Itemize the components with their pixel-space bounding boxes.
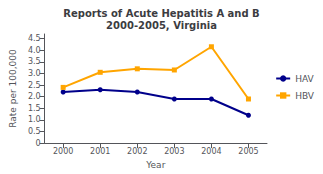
svg-text:Reports of Acute Hepatitis A a: Reports of Acute Hepatitis A and B — [63, 8, 259, 19]
svg-text:2002: 2002 — [127, 147, 147, 156]
svg-text:2003: 2003 — [164, 147, 184, 156]
svg-text:1.5: 1.5 — [28, 104, 41, 113]
svg-text:Year: Year — [145, 160, 165, 170]
svg-text:HAV: HAV — [295, 74, 314, 84]
svg-text:0: 0 — [36, 139, 41, 148]
svg-text:2000-2005, Virginia: 2000-2005, Virginia — [106, 20, 217, 31]
svg-text:2000: 2000 — [53, 147, 73, 156]
svg-text:2.0: 2.0 — [28, 92, 41, 101]
svg-text:4.5: 4.5 — [28, 34, 41, 43]
svg-text:0.5: 0.5 — [28, 127, 41, 136]
svg-text:HBV: HBV — [295, 91, 315, 101]
svg-text:2.5: 2.5 — [28, 81, 41, 90]
svg-text:4.0: 4.0 — [28, 46, 41, 55]
svg-text:3.0: 3.0 — [28, 69, 41, 78]
svg-text:1.0: 1.0 — [28, 115, 41, 124]
svg-text:2005: 2005 — [238, 147, 258, 156]
svg-text:3.5: 3.5 — [28, 57, 41, 66]
svg-text:2004: 2004 — [201, 147, 221, 156]
svg-text:2001: 2001 — [90, 147, 110, 156]
svg-text:Rate per 100,000: Rate per 100,000 — [8, 49, 18, 128]
